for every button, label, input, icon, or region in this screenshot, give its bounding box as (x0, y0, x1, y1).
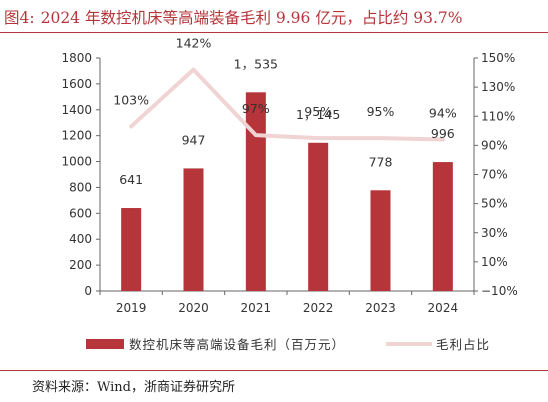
y-left-tick-label: 1400 (61, 103, 92, 117)
y-right-tick-label: 10% (481, 255, 508, 269)
bar-data-label: 641 (119, 172, 143, 187)
line-data-label: 142% (176, 36, 212, 51)
bar (245, 92, 266, 291)
bar-data-label: 996 (431, 126, 455, 141)
x-tick-label: 2022 (303, 301, 334, 315)
y-left-tick-label: 800 (69, 180, 92, 194)
y-left-tick-label: 0 (84, 284, 92, 298)
bar (432, 162, 453, 291)
x-tick-label: 2024 (428, 301, 459, 315)
x-tick-label: 2021 (241, 301, 272, 315)
y-left-tick-label: 600 (69, 206, 92, 220)
y-right-tick-label: 130% (481, 80, 515, 94)
y-left-tick-label: 1200 (61, 129, 92, 143)
figure-title: 图4: 2024 年数控机床等高端装备毛利 9.96 亿元，占比约 93.7% (4, 6, 544, 32)
y-right-tick-label: 50% (481, 197, 508, 211)
figure-label: 图4: (4, 9, 35, 27)
bar-data-label: 947 (182, 132, 206, 147)
x-tick-label: 2020 (178, 301, 209, 315)
bar (183, 168, 204, 291)
y-left-tick-label: 200 (69, 258, 92, 272)
y-right-tick-label: 70% (481, 168, 508, 182)
y-right-tick-label: −10% (481, 284, 518, 298)
line-data-label: 103% (113, 92, 149, 107)
bar-data-label: 1，535 (234, 56, 278, 71)
line-data-label: 95% (304, 104, 332, 119)
legend-line-label: 毛利占比 (436, 337, 490, 352)
y-left-tick-label: 1600 (61, 77, 92, 91)
legend-bar-swatch (86, 339, 124, 349)
source-rule (0, 370, 548, 371)
line-data-label: 95% (367, 104, 395, 119)
y-right-tick-label: 30% (481, 226, 508, 240)
bar-data-label: 1，145 (296, 107, 340, 122)
legend-bar-label: 数控机床等高端设备毛利（百万元） (129, 337, 345, 352)
line-data-label: 97% (242, 101, 270, 116)
y-right-tick-label: 110% (481, 109, 515, 123)
x-tick-label: 2019 (116, 301, 147, 315)
y-left-tick-label: 1000 (61, 155, 92, 169)
bar (308, 142, 329, 291)
y-left-tick-label: 400 (69, 232, 92, 246)
share-line (129, 67, 445, 142)
bar-data-label: 778 (369, 154, 393, 169)
title-rule (0, 32, 548, 33)
bar (121, 208, 142, 291)
combo-chart: 0 200 400 600 800 1000 1200 1400 1600 1800 −10% 10%… (61, 36, 518, 352)
bar (370, 190, 391, 291)
figure-title-text: 2024 年数控机床等高端装备毛利 9.96 亿元，占比约 93.7% (40, 9, 463, 27)
line-data-label: 94% (429, 106, 457, 121)
x-tick-label: 2023 (365, 301, 396, 315)
y-right-tick-label: 90% (481, 138, 508, 152)
source-note: 资料来源：Wind，浙商证券研究所 (32, 380, 235, 395)
y-right-tick-label: 150% (481, 51, 515, 65)
y-left-tick-label: 1800 (61, 51, 92, 65)
